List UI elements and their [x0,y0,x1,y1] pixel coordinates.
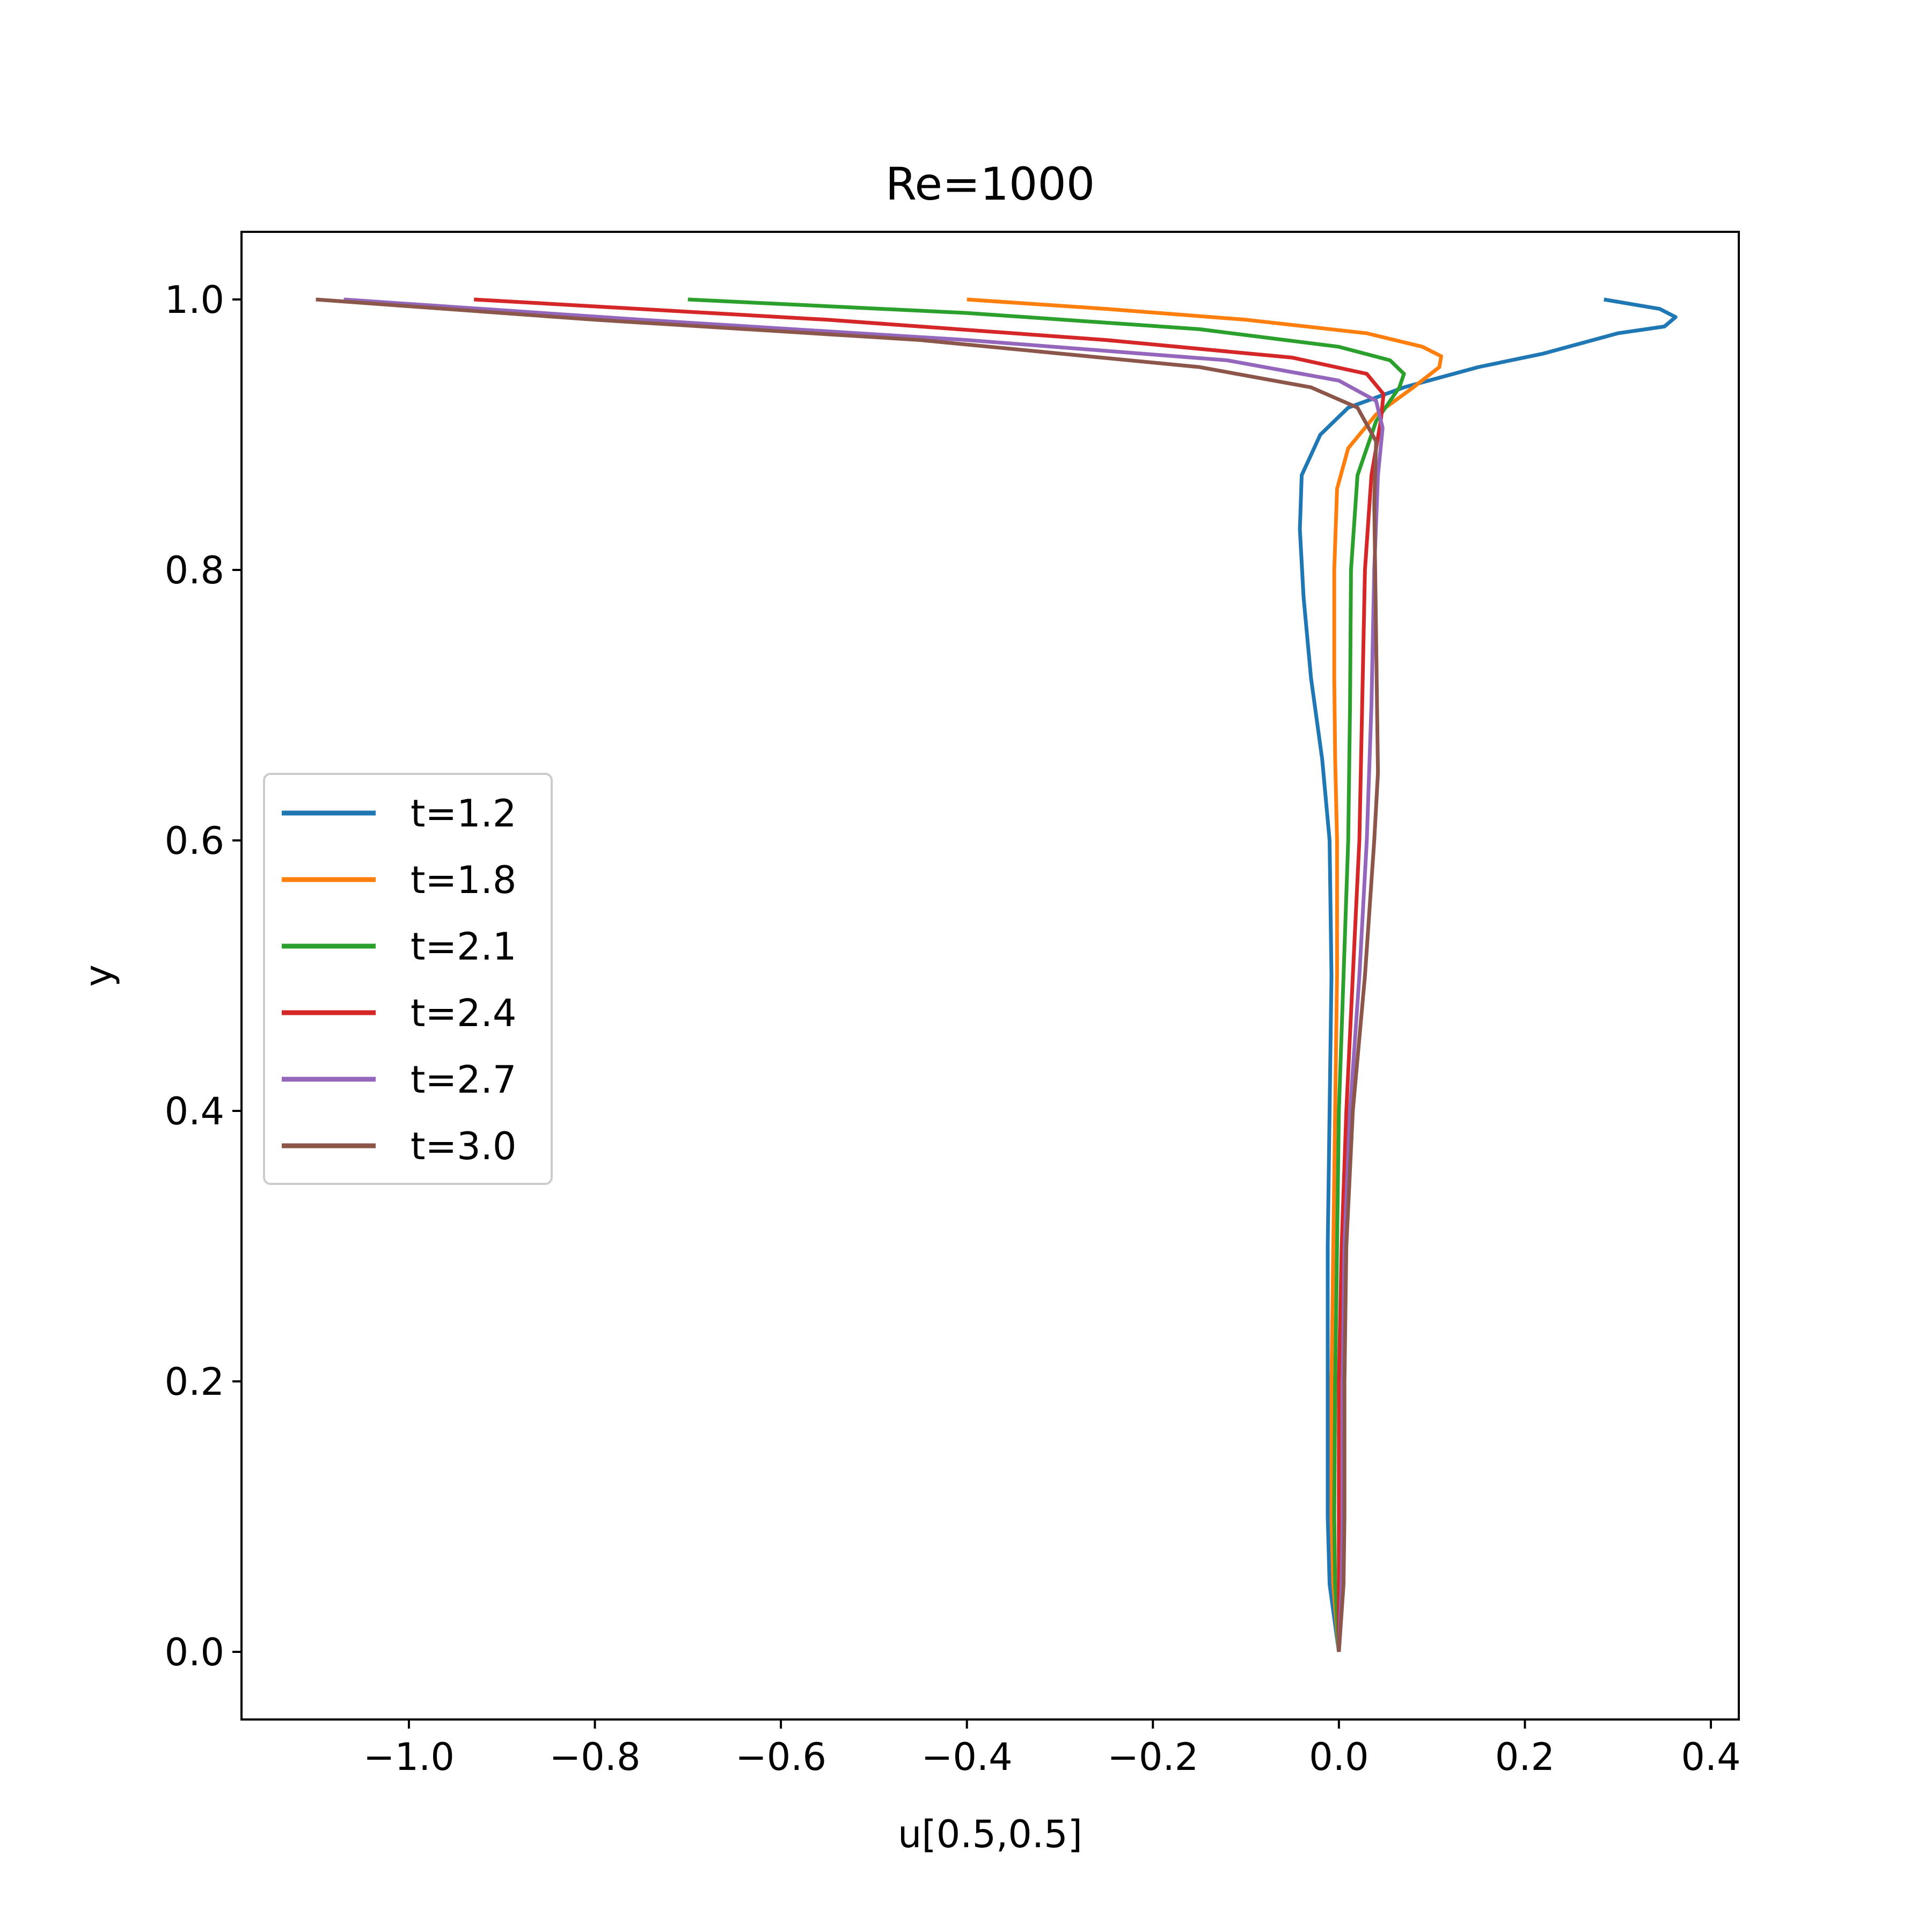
y-tick-label: 0.2 [165,1360,224,1404]
series-line-3 [687,297,1406,1652]
y-axis-ticks: 0.0 0.2 0.4 0.6 0.8 1.0 [165,278,241,1674]
series-line-2 [967,297,1443,1652]
series-line-6 [316,297,1380,1652]
x-tick-label: −0.6 [735,1735,826,1779]
x-tick-label: 0.4 [1681,1735,1740,1779]
x-tick-label: −0.4 [921,1735,1013,1779]
series-group [316,297,1678,1652]
legend-label-6: t=3.0 [411,1124,516,1168]
legend-label-4: t=2.4 [411,991,516,1035]
series-line-1 [1298,297,1678,1652]
legend-label-5: t=2.7 [411,1058,516,1102]
x-tick-label: −0.2 [1107,1735,1198,1779]
y-tick-label: 0.8 [165,548,224,592]
legend: t=1.2 t=1.8 t=2.1 t=2.4 t=2.7 t=3.0 [263,773,553,1185]
x-tick-label: 0.2 [1495,1735,1555,1779]
y-tick-label: 0.0 [165,1630,224,1674]
plot-frame [240,231,1740,1721]
series-line-4 [473,297,1386,1652]
x-tick-label: 0.0 [1309,1735,1368,1779]
x-axis-label: u[0.5,0.5] [898,1812,1082,1856]
y-tick-label: 1.0 [165,278,224,322]
y-axis-label: y [77,964,121,986]
x-axis-ticks: −1.0 −0.8 −0.6 −0.4 −0.2 0.0 0.2 0.4 [363,1719,1741,1779]
y-tick-label: 0.4 [165,1089,224,1133]
y-tick-label: 0.6 [165,819,224,863]
legend-label-3: t=2.1 [411,925,516,969]
legend-label-2: t=1.8 [411,858,516,902]
x-tick-label: −1.0 [363,1735,455,1779]
legend-label-1: t=1.2 [411,792,516,836]
chart-title: Re=1000 [885,158,1095,210]
x-tick-label: −0.8 [550,1735,641,1779]
